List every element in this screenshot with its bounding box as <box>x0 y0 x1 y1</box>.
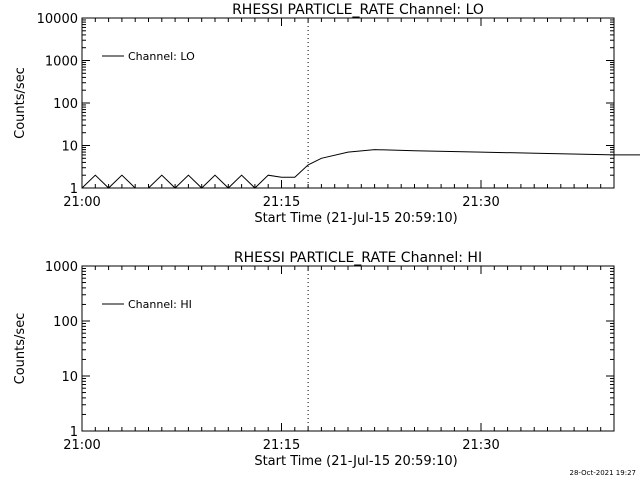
y-tick-label: 1 <box>70 425 78 440</box>
x-tick-label: 21:00 <box>63 195 100 210</box>
hi-channel-panel: RHESSI PARTICLE_RATE Channel: HI 1 10 100 10… <box>13 250 615 469</box>
chart-title: RHESSI PARTICLE_RATE Channel: LO <box>232 2 484 18</box>
chart-title: RHESSI PARTICLE_RATE Channel: HI <box>234 250 482 266</box>
x-axis-label: Start Time (21-Jul-15 20:59:10) <box>254 454 457 469</box>
x-tick-label: 21:15 <box>263 195 300 210</box>
y-tick-label: 10 <box>61 370 78 385</box>
legend-label: Channel: HI <box>128 298 192 311</box>
y-axis-label: Counts/sec <box>13 67 28 139</box>
x-axis-label: Start Time (21-Jul-15 20:59:10) <box>254 211 457 226</box>
plot-frame <box>81 17 615 189</box>
lo-channel-panel: RHESSI PARTICLE_RATE Channel: LO 1 10 100 10… <box>13 2 640 226</box>
legend-label: Channel: LO <box>128 50 195 63</box>
x-tick-label: 21:30 <box>462 438 499 453</box>
x-tick-label: 21:30 <box>462 195 499 210</box>
y-axis-label: Counts/sec <box>13 313 28 385</box>
x-tick-label: 21:00 <box>63 438 100 453</box>
y-tick-label: 1000 <box>45 260 78 275</box>
y-tick-label: 1000 <box>45 55 78 70</box>
plot-frame <box>81 265 615 432</box>
series-line-0-0 <box>81 149 640 189</box>
y-tick-label: 100 <box>53 315 78 330</box>
y-tick-label: 1 <box>70 182 78 197</box>
x-tick-label: 21:15 <box>263 438 300 453</box>
y-tick-label: 10000 <box>37 12 78 27</box>
y-tick-label: 100 <box>53 97 78 112</box>
footer-timestamp: 28-Oct-2021 19:27 <box>570 469 636 477</box>
y-tick-label: 10 <box>61 140 78 155</box>
